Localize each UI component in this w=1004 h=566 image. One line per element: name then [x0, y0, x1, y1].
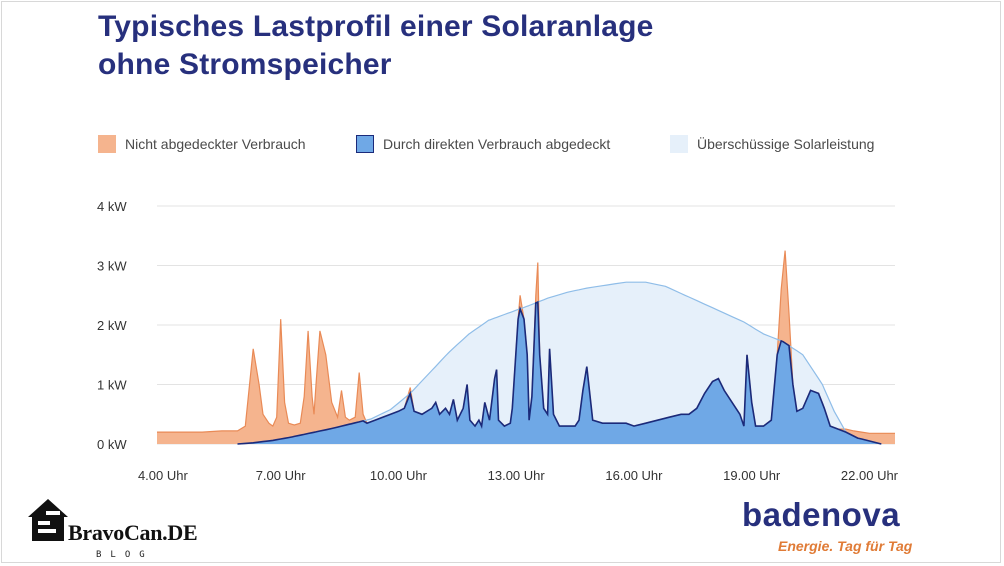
x-tick-label-0: 4.00 Uhr	[138, 468, 189, 483]
y-tick-label-2: 2 kW	[97, 318, 127, 333]
chart-areas	[157, 250, 895, 445]
brand-slogan: Energie. Tag für Tag	[778, 538, 913, 554]
y-axis-ticks: 0 kW 1 kW 2 kW 3 kW 4 kW	[97, 199, 127, 452]
legend-swatch-covered	[356, 135, 374, 153]
x-tick-label-2: 10.00 Uhr	[370, 468, 428, 483]
chart-title-line-1: Typisches Lastprofil einer Solaranlage	[98, 10, 654, 43]
legend-label-surplus: Überschüssige Solarleistung	[697, 136, 875, 152]
x-axis-ticks: 4.00 Uhr 7.00 Uhr 10.00 Uhr 13.00 Uhr 16.00 …	[138, 468, 899, 483]
y-tick-label-0: 0 kW	[97, 437, 127, 452]
covered-outline	[237, 300, 882, 445]
legend-item-covered: Durch direkten Verbrauch abgedeckt	[356, 135, 610, 153]
x-tick-label-4: 16.00 Uhr	[605, 468, 663, 483]
y-tick-label-1: 1 kW	[97, 378, 127, 393]
x-tick-label-1: 7.00 Uhr	[256, 468, 307, 483]
y-tick-label-3: 3 kW	[97, 259, 127, 274]
legend-swatch-surplus	[670, 135, 688, 153]
watermark-text: BravoCan.DE	[68, 520, 198, 545]
covered-area	[237, 302, 882, 444]
legend-label-uncovered: Nicht abgedeckter Verbrauch	[125, 136, 306, 152]
legend-swatch-uncovered	[98, 135, 116, 153]
watermark-subtext: BLOG	[96, 550, 154, 560]
x-tick-label-5: 19.00 Uhr	[723, 468, 781, 483]
x-tick-label-3: 13.00 Uhr	[488, 468, 546, 483]
legend-item-surplus: Überschüssige Solarleistung	[670, 135, 874, 153]
legend-label-covered: Durch direkten Verbrauch abgedeckt	[383, 136, 611, 152]
chart-title: Typisches Lastprofil einer Solaranlage o…	[98, 8, 654, 84]
load-profile-chart: 0 kW 1 kW 2 kW 3 kW 4 kW 4.00 Uhr 7.00 Uhr 10.…	[97, 199, 899, 483]
brand-logo-text: badenova	[742, 496, 901, 533]
house-logo-icon	[28, 499, 68, 541]
chart-title-line-2: ohne Stromspeicher	[98, 48, 392, 81]
legend-item-uncovered: Nicht abgedeckter Verbrauch	[98, 135, 306, 153]
x-tick-label-6: 22.00 Uhr	[841, 468, 899, 483]
y-tick-label-4: 4 kW	[97, 199, 127, 214]
